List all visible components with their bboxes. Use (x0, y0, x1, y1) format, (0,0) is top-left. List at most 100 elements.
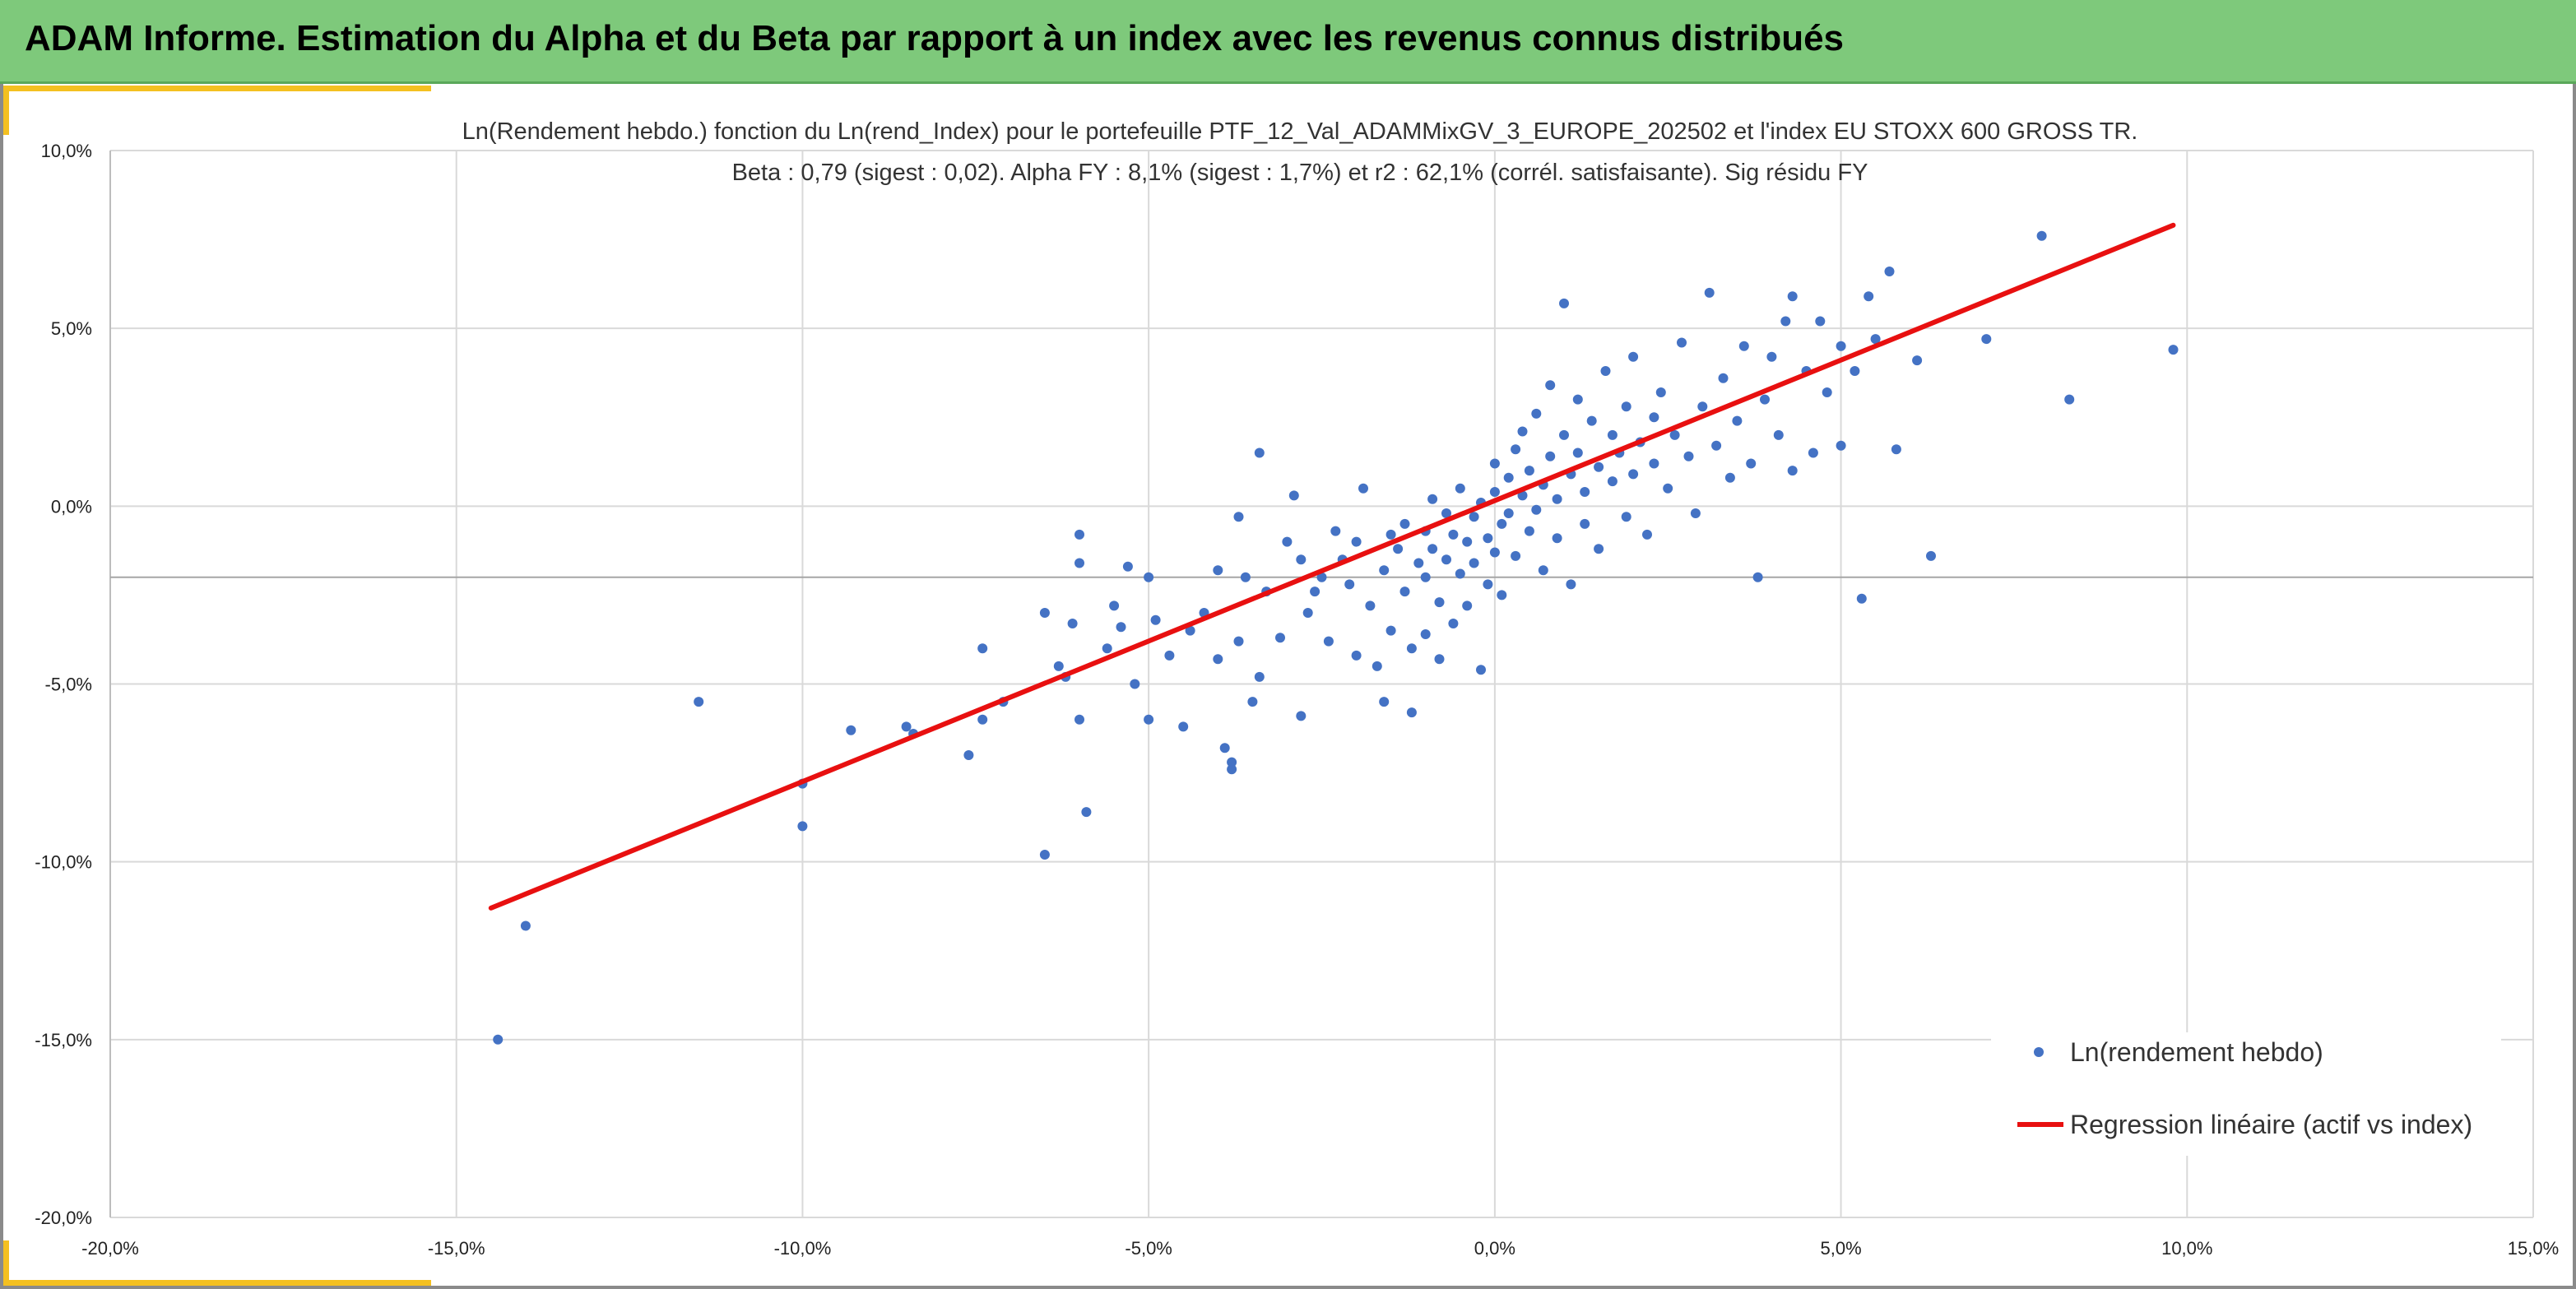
data-point (901, 721, 912, 732)
data-point (1628, 351, 1639, 362)
data-point (1511, 550, 1521, 561)
data-point (1724, 472, 1735, 483)
report-header: ADAM Informe. Estimation du Alpha et du … (0, 0, 2576, 84)
data-point (2064, 394, 2075, 405)
data-point (1926, 550, 1936, 561)
data-point (1787, 466, 1798, 476)
grid-lines (109, 150, 2534, 1218)
data-point (1302, 608, 1313, 618)
data-point (1677, 337, 1687, 348)
data-point (1545, 380, 1556, 391)
y-tick-label: -15,0% (35, 1030, 92, 1050)
data-point (1462, 536, 1473, 547)
legend-background (1991, 1032, 2501, 1156)
data-point (1607, 476, 1618, 487)
data-point (1746, 458, 1757, 469)
data-point (1572, 447, 1583, 458)
data-point (1074, 558, 1084, 568)
data-point (1559, 429, 1569, 440)
y-tick-label: 0,0% (51, 496, 92, 517)
data-point (1517, 490, 1528, 501)
data-point (1178, 721, 1189, 732)
data-point (1385, 529, 1396, 540)
data-point (694, 697, 704, 707)
report-title: ADAM Informe. Estimation du Alpha et du … (25, 18, 1845, 58)
data-point (1649, 412, 1659, 423)
data-point (1524, 526, 1534, 536)
data-point (1420, 629, 1431, 639)
data-point (2168, 345, 2179, 355)
data-point (1296, 711, 1307, 721)
data-point (1572, 394, 1583, 405)
data-point (1711, 440, 1722, 451)
data-point (1310, 587, 1320, 597)
data-point (1282, 536, 1293, 547)
data-point (1247, 697, 1258, 707)
data-point (1122, 561, 1133, 572)
data-point (1240, 572, 1251, 582)
data-point (1552, 533, 1562, 544)
data-point (1351, 536, 1362, 547)
data-point (1039, 850, 1050, 860)
data-point (1697, 401, 1708, 412)
data-point (1074, 714, 1084, 725)
data-point (1358, 483, 1368, 494)
data-point (1344, 579, 1355, 590)
data-point (1718, 373, 1729, 383)
data-point (1164, 650, 1175, 661)
data-point (2036, 230, 2047, 241)
data-point (493, 1034, 504, 1045)
data-point (1621, 512, 1631, 522)
data-point (1393, 544, 1404, 554)
data-point (1884, 267, 1895, 276)
data-point (1379, 697, 1390, 707)
accent-bar-left-top (3, 86, 9, 135)
data-point (1752, 572, 1763, 582)
data-point (1365, 600, 1376, 611)
data-point (1815, 316, 1826, 327)
y-tick-label: -10,0% (35, 852, 92, 873)
data-point (1109, 600, 1120, 611)
data-point (1836, 341, 1846, 351)
data-point (1081, 807, 1092, 818)
data-point (1663, 483, 1673, 494)
data-point (1406, 643, 1417, 654)
legend-marker-points (2034, 1047, 2044, 1057)
data-point (1773, 429, 1784, 440)
x-tick-label: 15,0% (2508, 1238, 2559, 1259)
data-point (797, 821, 808, 832)
data-point (1489, 458, 1500, 469)
data-point (1594, 461, 1604, 472)
data-point (1296, 554, 1307, 565)
data-point (1227, 764, 1237, 775)
data-point (1621, 401, 1631, 412)
data-point (1455, 568, 1465, 579)
data-point (1399, 518, 1410, 529)
data-point (1822, 387, 1832, 397)
chart-subtitle: Beta : 0,79 (sigest : 0,02). Alpha FY : … (732, 160, 1868, 186)
data-point (1891, 444, 1901, 455)
x-tick-label: 10,0% (2161, 1238, 2212, 1259)
data-point (1669, 429, 1680, 440)
data-point (1233, 636, 1244, 647)
data-point (1655, 387, 1666, 397)
data-point (977, 643, 988, 654)
data-point (1219, 743, 1230, 753)
data-point (1053, 661, 1064, 671)
data-point (1511, 444, 1521, 455)
data-point (1489, 487, 1500, 497)
data-point (1497, 590, 1507, 600)
data-point (1586, 415, 1597, 426)
data-point (1600, 366, 1611, 376)
data-point (1067, 619, 1078, 628)
legend-label-regression: Regression linéaire (actif vs index) (2070, 1110, 2472, 1139)
data-point (1150, 614, 1161, 625)
data-point (1275, 633, 1285, 643)
data-point (1787, 291, 1798, 302)
data-point (977, 714, 988, 725)
data-point (1580, 487, 1590, 497)
accent-bar-bottom (3, 1280, 431, 1286)
data-point (1503, 472, 1514, 483)
data-point (1524, 466, 1534, 476)
